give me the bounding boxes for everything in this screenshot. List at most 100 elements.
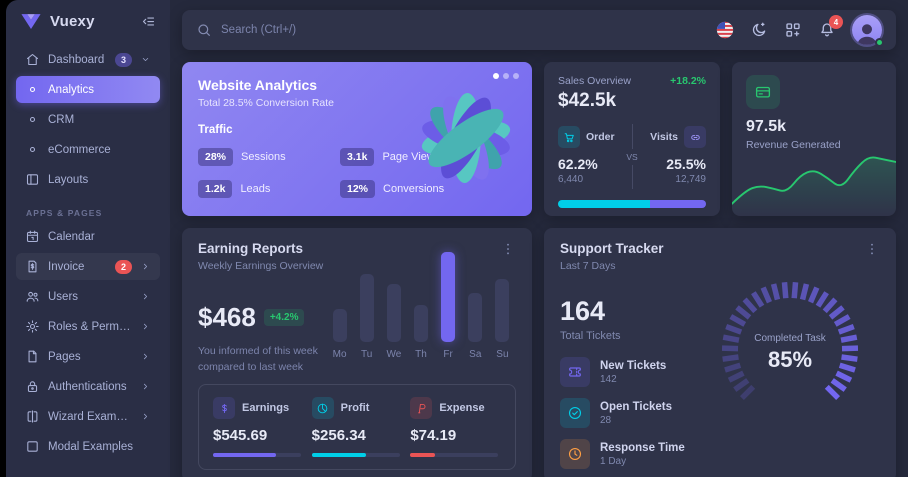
earnings-delta-badge: +4.2%	[263, 309, 305, 326]
gauge-tick	[840, 334, 858, 343]
language-flag-icon[interactable]	[716, 21, 734, 39]
dot-icon	[25, 142, 40, 157]
earnings-breakdown: Earnings $545.69 Profit $256.34 Expense $74.1…	[198, 384, 516, 470]
stat-label: Page Views	[382, 151, 441, 163]
stat-value: 12%	[340, 180, 376, 198]
sidebar-item-label: Dashboard	[48, 53, 105, 66]
visits-count: 12,749	[675, 174, 706, 185]
gauge-tick	[727, 370, 745, 383]
bar	[359, 273, 374, 342]
gauge-tick	[828, 305, 845, 320]
sidebar-logo-row: Vuexy	[6, 0, 170, 39]
ticket-stat-new-tickets: New Tickets 142	[560, 357, 880, 387]
ticket-stat-text: New Tickets 142	[600, 360, 666, 385]
sidebar-item-authentications[interactable]: Authentications	[16, 373, 160, 400]
kebab-menu-icon[interactable]	[500, 241, 516, 257]
cart-icon	[558, 126, 580, 148]
traffic-stat-sessions: 28% Sessions	[198, 148, 340, 166]
sidebar-item-users[interactable]: Users	[16, 283, 160, 310]
sidebar-nav: Dashboard 3 Analytics CRM eCommerce Layouts AP…	[6, 39, 170, 477]
bar	[332, 308, 347, 342]
sidebar-item-roles-permissions[interactable]: Roles & Permissions	[16, 313, 160, 340]
dot-icon	[25, 82, 40, 97]
app-window: Vuexy Dashboard 3 Analytics CRM eCommerce Lay…	[6, 0, 908, 477]
card-title: Support Tracker	[560, 241, 664, 256]
sales-delta: +18.2%	[670, 75, 706, 87]
carousel-dot[interactable]	[503, 73, 509, 79]
gauge-tick	[837, 323, 855, 335]
visits-percent: 25.5%	[666, 156, 706, 172]
file-icon	[25, 349, 40, 364]
sidebar-item-invoice[interactable]: Invoice 2	[16, 253, 160, 280]
sidebar-item-dashboard[interactable]: Dashboard 3	[16, 46, 160, 73]
gauge-tick	[824, 384, 841, 401]
bar-label: Fr	[443, 349, 453, 360]
profit-icon	[311, 397, 334, 419]
gauge-label: Completed Task	[754, 333, 826, 344]
stat-expense: Expense $74.19	[410, 397, 501, 457]
gauge-tick	[822, 297, 838, 314]
visits-label: Visits	[650, 131, 678, 143]
stat-profit: Profit $256.34	[311, 397, 403, 457]
sidebar-section-label: COMPONENTS	[26, 475, 170, 477]
search-input[interactable]	[221, 24, 716, 36]
dark-mode-icon[interactable]	[750, 21, 768, 39]
sidebar-item-label: Layouts	[48, 173, 89, 186]
notifications-bell-icon[interactable]: 4	[818, 15, 843, 39]
ticket-stat-label: New Tickets	[600, 359, 667, 372]
sidebar-item-modal-examples[interactable]: Modal Examples	[16, 433, 160, 460]
chevron-right-icon	[140, 321, 151, 332]
link-icon	[684, 126, 706, 148]
bar-label: Su	[496, 349, 509, 360]
user-avatar[interactable]	[852, 15, 884, 47]
vuexy-logo-icon	[20, 13, 42, 30]
gauge-tick	[725, 323, 743, 335]
gauge-tick	[735, 305, 752, 320]
vs-divider: VS	[622, 124, 642, 189]
search-bar[interactable]	[196, 22, 716, 38]
stat-label: Profit	[340, 402, 370, 414]
sidebar-item-crm[interactable]: CRM	[16, 106, 160, 133]
bar-day-tu: Tu	[353, 252, 380, 360]
bar-day-sa: Sa	[462, 252, 489, 360]
ticket-stat-label: Response Time	[600, 441, 685, 454]
stat-value: $545.69	[213, 427, 268, 444]
collapse-sidebar-icon[interactable]	[141, 14, 156, 29]
chevron-right-icon	[140, 351, 151, 362]
card-title: Website Analytics	[198, 77, 318, 93]
sidebar-item-calendar[interactable]: Calendar	[16, 223, 160, 250]
ticket-stat-label: Open Tickets	[600, 400, 673, 413]
sidebar-item-layouts[interactable]: Layouts	[16, 166, 160, 193]
gauge-tick	[835, 370, 853, 383]
weekly-bar-chart: Mo Tu We Th Fr Sa Su	[326, 252, 516, 360]
kebab-menu-icon[interactable]	[864, 241, 880, 257]
home-icon	[25, 52, 40, 67]
bar-wrap	[386, 252, 401, 342]
bar-wrap	[441, 252, 456, 342]
stat-value: 3.1k	[340, 148, 375, 166]
gauge-tick	[833, 314, 851, 327]
order-stat: Order 62.2% 6,440	[558, 126, 632, 185]
wizard-icon	[25, 409, 40, 424]
ticket-stat-value: 28	[600, 414, 612, 426]
sidebar-item-analytics[interactable]: Analytics	[16, 76, 160, 103]
shortcuts-grid-icon[interactable]	[784, 21, 802, 39]
dot-icon	[25, 112, 40, 127]
sidebar-item-pages[interactable]: Pages	[16, 343, 160, 370]
gear-icon	[25, 319, 40, 334]
card-subtitle: Total 28.5% Conversion Rate	[198, 97, 334, 109]
online-status-dot	[875, 38, 884, 47]
notification-count-badge: 4	[829, 15, 843, 29]
order-percent: 62.2%	[558, 156, 598, 172]
carousel-dot[interactable]	[493, 73, 499, 79]
ticket-stat-response-time: Response Time 1 Day	[560, 439, 880, 469]
bar-wrap	[332, 252, 347, 342]
earnings-note: You informed of this week compared to la…	[198, 345, 318, 374]
stat-earnings: Earnings $545.69	[213, 397, 304, 457]
open-tickets-icon	[560, 398, 590, 428]
gauge-tick	[760, 286, 772, 304]
stat-label: Leads	[240, 183, 271, 195]
sidebar-item-wizard-examples[interactable]: Wizard Examples	[16, 403, 160, 430]
sidebar-item-ecommerce[interactable]: eCommerce	[16, 136, 160, 163]
carousel-dot[interactable]	[513, 73, 519, 79]
